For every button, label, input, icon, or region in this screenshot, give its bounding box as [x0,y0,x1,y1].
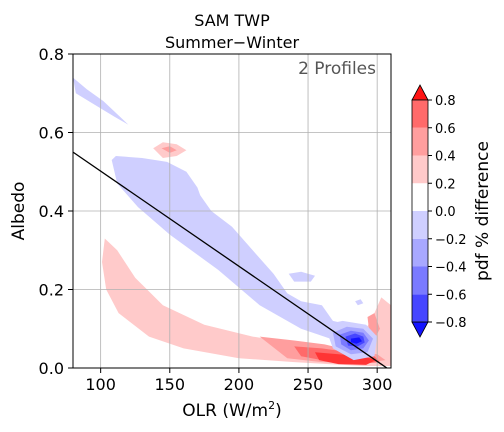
colorbar-tick-label: 0.4 [435,150,456,165]
x-tick-label: 300 [362,375,393,394]
y-tick-label: 0.6 [39,124,64,143]
reference-line [73,151,388,368]
contour-region-neg-dot-right [355,299,364,306]
colorbar-bin [412,294,428,322]
contour-region-pos-core-2 [315,352,376,365]
y-axis-label: Albedo [9,182,29,241]
profiles-annotation: 2 Profiles [298,59,376,79]
y-tick-label: 0.4 [39,202,64,221]
colorbar-bin [412,127,428,156]
colorbar-bin [412,238,428,267]
x-tick-label: 100 [85,375,116,394]
colorbar-bin [412,266,428,295]
x-axis-ticks: 100 150 200 250 300 [85,368,392,394]
contour-region-pos-blob-top-core [161,146,177,153]
chart-title: SAM TWP [194,11,270,30]
colorbar-extend-bottom [411,321,429,338]
colorbar-tick-label: 0.2 [435,177,456,192]
chart-subtitle: Summer−Winter [165,33,299,52]
contour-region-pos-band-low [102,238,391,366]
colorbar-bin [412,183,428,211]
colorbar-extend-top [411,84,429,101]
y-tick-label: 0.2 [39,281,64,300]
colorbar-bin [412,100,428,128]
colorbar-tick-label: 0.8 [435,94,456,109]
x-tick-label: 150 [155,375,186,394]
colorbar-tick-label: 0.6 [435,122,456,137]
colorbar: −0.8 −0.6 −0.4 −0.2 0.0 0.2 0.4 0.6 0.8 [411,84,467,338]
y-tick-label: 0.0 [39,359,64,378]
colorbar-bin [412,155,428,184]
x-axis-label: OLR (W/m2) [182,399,281,421]
x-tick-label: 250 [293,375,324,394]
y-tick-label: 0.8 [39,45,64,64]
y-axis-ticks: 0.0 0.2 0.4 0.6 0.8 [39,45,73,378]
colorbar-tick-label: −0.4 [435,261,467,276]
x-axis-label-sup: 2 [268,399,275,412]
x-tick-label: 200 [224,375,255,394]
colorbar-tick-label: −0.8 [435,316,467,331]
colorbar-label: pdf % difference [473,141,493,281]
colorbar-tick-label: −0.6 [435,288,467,303]
colorbar-tick-label: −0.2 [435,233,467,248]
x-axis-label-main: OLR (W/m [182,401,268,421]
contour-region-neg-right-5 [350,337,362,344]
colorbar-tick-label: 0.0 [435,205,456,220]
x-axis-label-close: ) [275,401,282,421]
colorbar-bin [412,211,428,239]
